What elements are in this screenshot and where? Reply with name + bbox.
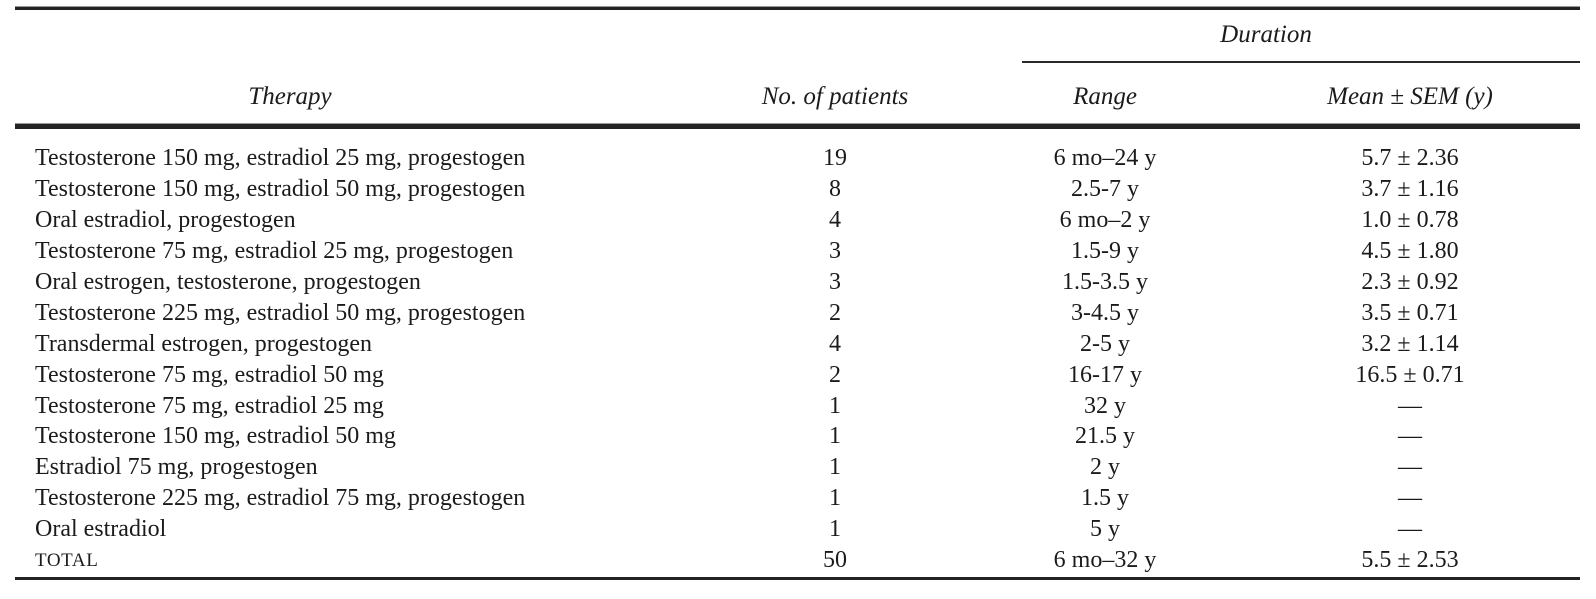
patients-cell: 19	[823, 145, 847, 172]
therapy-cell: Oral estradiol, progestogen	[35, 207, 296, 234]
mean-cell: —	[1398, 392, 1422, 419]
range-cell: 1.5-3.5 y	[1062, 269, 1148, 295]
mean-cell: —	[1398, 516, 1422, 543]
mean-cell: 1.0 ± 0.78	[1361, 207, 1459, 234]
range-cell: 6 mo–24 y	[1053, 145, 1157, 172]
table-row: Oral estradiol 1 5 y —	[15, 514, 1580, 545]
table-row: Testosterone 150 mg, estradiol 50 mg 1 2…	[15, 421, 1580, 452]
patients-cell: 8	[829, 176, 841, 203]
range-cell: 1.5-9 y	[1071, 238, 1139, 265]
duration-group-underline	[1022, 61, 1580, 63]
mean-cell: 5.7 ± 2.36	[1361, 145, 1459, 172]
table-row: Oral estradiol, progestogen 4 6 mo–2 y 1…	[15, 205, 1580, 236]
patients-cell: 1	[829, 392, 841, 419]
therapy-cell: Testosterone 150 mg, estradiol 50 mg, pr…	[35, 176, 526, 203]
header-separator-rule	[15, 124, 1580, 129]
total-mean-cell: 5.5 ± 2.53	[1361, 547, 1459, 574]
table-row: Oral estrogen, testosterone, progestogen…	[15, 267, 1580, 298]
range-cell: 2 y	[1090, 454, 1120, 481]
range-cell: 32 y	[1084, 392, 1126, 419]
therapy-cell: Testosterone 225 mg, estradiol 50 mg, pr…	[35, 299, 526, 326]
table-row: Testosterone 75 mg, estradiol 50 mg 2 16…	[15, 359, 1580, 390]
mean-cell: —	[1398, 454, 1422, 481]
patients-cell: 1	[829, 485, 841, 512]
table-row: Transdermal estrogen, progestogen 4 2-5 …	[15, 328, 1580, 359]
mean-cell: —	[1398, 485, 1422, 512]
range-cell: 6 mo–2 y	[1059, 207, 1151, 234]
range-column-header: Range	[1073, 83, 1137, 110]
patients-cell: 2	[829, 361, 841, 388]
range-cell: 2-5 y	[1080, 330, 1130, 357]
therapy-cell: Testosterone 150 mg, estradiol 50 mg	[35, 423, 396, 450]
duration-group-header: Duration	[1220, 21, 1312, 48]
column-header-row: Therapy No. of patients Range Mean ± SEM…	[15, 83, 1580, 111]
patients-cell: 3	[829, 238, 841, 265]
table-row: Testosterone 75 mg, estradiol 25 mg, pro…	[15, 236, 1580, 267]
total-row: TOTAL 50 6 mo–32 y 5.5 ± 2.53	[15, 545, 1580, 576]
table-row: Testosterone 150 mg, estradiol 25 mg, pr…	[15, 143, 1580, 174]
mean-cell: 16.5 ± 0.71	[1355, 361, 1465, 388]
total-patients-cell: 50	[823, 547, 847, 574]
therapy-column-header: Therapy	[248, 83, 332, 110]
range-cell: 3-4.5 y	[1071, 299, 1139, 326]
range-cell: 1.5 y	[1081, 485, 1129, 512]
therapy-cell: Testosterone 150 mg, estradiol 25 mg, pr…	[35, 145, 526, 172]
therapy-cell: Testosterone 75 mg, estradiol 25 mg, pro…	[35, 238, 514, 265]
mean-cell: 4.5 ± 1.80	[1361, 238, 1459, 265]
range-cell: 16-17 y	[1068, 361, 1142, 388]
therapy-cell: Transdermal estrogen, progestogen	[35, 330, 373, 357]
table-row: Testosterone 225 mg, estradiol 50 mg, pr…	[15, 297, 1580, 328]
patients-cell: 1	[829, 516, 841, 543]
total-range-cell: 6 mo–32 y	[1053, 547, 1157, 574]
range-cell: 21.5 y	[1075, 423, 1135, 450]
mean-cell: 3.7 ± 1.16	[1361, 176, 1459, 203]
therapy-cell: Oral estrogen, testosterone, progestogen	[35, 269, 421, 295]
therapy-cell: Testosterone 75 mg, estradiol 50 mg	[35, 361, 384, 388]
table-body: Testosterone 150 mg, estradiol 25 mg, pr…	[15, 143, 1580, 575]
mean-cell: 3.5 ± 0.71	[1361, 299, 1459, 326]
therapy-cell: Estradiol 75 mg, progestogen	[35, 454, 318, 481]
total-label: TOTAL	[35, 549, 99, 571]
table-row: Estradiol 75 mg, progestogen 1 2 y —	[15, 452, 1580, 483]
patients-column-header: No. of patients	[761, 83, 909, 110]
patients-cell: 4	[829, 330, 841, 357]
therapy-cell: Testosterone 75 mg, estradiol 25 mg	[35, 392, 384, 419]
mean-column-header: Mean ± SEM (y)	[1327, 83, 1493, 110]
patients-cell: 4	[829, 207, 841, 234]
table-top-rule	[15, 7, 1580, 10]
table-row: Testosterone 225 mg, estradiol 75 mg, pr…	[15, 483, 1580, 514]
range-cell: 5 y	[1090, 516, 1120, 543]
mean-cell: 3.2 ± 1.14	[1361, 330, 1459, 357]
table-bottom-rule	[15, 577, 1580, 580]
therapy-cell: Testosterone 225 mg, estradiol 75 mg, pr…	[35, 485, 526, 512]
patients-cell: 1	[829, 454, 841, 481]
patients-cell: 1	[829, 423, 841, 450]
table-row: Testosterone 75 mg, estradiol 25 mg 1 32…	[15, 390, 1580, 421]
mean-cell: 2.3 ± 0.92	[1361, 269, 1459, 295]
range-cell: 2.5-7 y	[1071, 176, 1139, 203]
table-row: Testosterone 150 mg, estradiol 50 mg, pr…	[15, 174, 1580, 205]
therapy-cell: Oral estradiol	[35, 516, 167, 543]
mean-cell: —	[1398, 423, 1422, 450]
patients-cell: 2	[829, 299, 841, 326]
patients-cell: 3	[829, 269, 841, 295]
